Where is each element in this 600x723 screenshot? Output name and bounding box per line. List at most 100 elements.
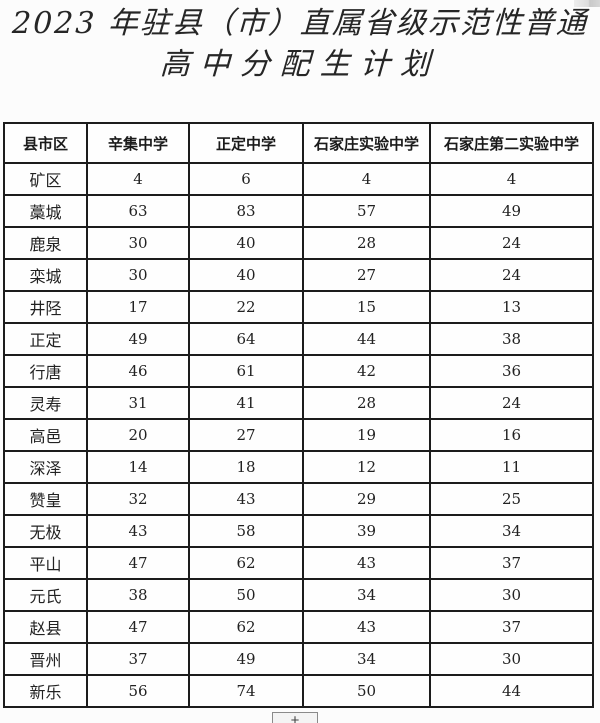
- value-cell: 37: [429, 610, 594, 644]
- district-cell: 藁城: [3, 194, 88, 228]
- allocation-table: 县市区 辛集中学 正定中学 石家庄实验中学 石家庄第二实验中学 矿区 4 6 4 4 藁城 63 83…: [3, 122, 594, 708]
- district-cell: 新乐: [3, 674, 88, 708]
- value-cell: 43: [86, 514, 190, 548]
- table-row: 晋州 37 49 34 30: [3, 642, 594, 676]
- value-cell: 62: [188, 546, 304, 580]
- district-cell: 井陉: [3, 290, 88, 324]
- title-line-1: 2023 年驻县（市）直属省级示范性普通: [11, 6, 589, 41]
- value-cell: 61: [188, 354, 304, 388]
- value-cell: 41: [188, 386, 304, 420]
- value-cell: 74: [188, 674, 304, 708]
- value-cell: 83: [188, 194, 304, 228]
- value-cell: 40: [188, 258, 304, 292]
- district-cell: 深泽: [3, 450, 88, 484]
- table-row: 正定 49 64 44 38: [3, 322, 594, 356]
- value-cell: 17: [86, 290, 190, 324]
- value-cell: 6: [188, 162, 304, 196]
- value-cell: 58: [188, 514, 304, 548]
- value-cell: 14: [86, 450, 190, 484]
- value-cell: 15: [302, 290, 431, 324]
- value-cell: 49: [188, 642, 304, 676]
- table-row: 深泽 14 18 12 11: [3, 450, 594, 484]
- table-row: 赞皇 32 43 29 25: [3, 482, 594, 516]
- value-cell: 38: [429, 322, 594, 356]
- value-cell: 38: [86, 578, 190, 612]
- value-cell: 40: [188, 226, 304, 260]
- table-row: 鹿泉 30 40 28 24: [3, 226, 594, 260]
- district-cell: 行唐: [3, 354, 88, 388]
- district-cell: 栾城: [3, 258, 88, 292]
- value-cell: 50: [188, 578, 304, 612]
- value-cell: 27: [188, 418, 304, 452]
- table-row: 行唐 46 61 42 36: [3, 354, 594, 388]
- value-cell: 47: [86, 610, 190, 644]
- value-cell: 34: [302, 642, 431, 676]
- value-cell: 47: [86, 546, 190, 580]
- value-cell: 20: [86, 418, 190, 452]
- column-header: 辛集中学: [86, 122, 190, 164]
- table-header-row: 县市区 辛集中学 正定中学 石家庄实验中学 石家庄第二实验中学: [3, 122, 594, 164]
- value-cell: 36: [429, 354, 594, 388]
- table-row: 灵寿 31 41 28 24: [3, 386, 594, 420]
- table-body: 矿区 4 6 4 4 藁城 63 83 57 49 鹿泉 30 40 28 24 栾城 30 40 27 24 井陉 17…: [3, 162, 594, 708]
- title-line-2: 高中分配生计划: [159, 47, 441, 82]
- value-cell: 4: [86, 162, 190, 196]
- table-row: 元氏 38 50 34 30: [3, 578, 594, 612]
- value-cell: 30: [86, 258, 190, 292]
- district-cell: 赵县: [3, 610, 88, 644]
- column-header: 正定中学: [188, 122, 304, 164]
- value-cell: 28: [302, 226, 431, 260]
- value-cell: 34: [429, 514, 594, 548]
- value-cell: 39: [302, 514, 431, 548]
- value-cell: 24: [429, 386, 594, 420]
- value-cell: 63: [86, 194, 190, 228]
- value-cell: 34: [302, 578, 431, 612]
- value-cell: 19: [302, 418, 431, 452]
- page-title: 2023 年驻县（市）直属省级示范性普通 高中分配生计划: [0, 2, 600, 84]
- value-cell: 50: [302, 674, 431, 708]
- value-cell: 57: [302, 194, 431, 228]
- district-cell: 无极: [3, 514, 88, 548]
- value-cell: 27: [302, 258, 431, 292]
- value-cell: 25: [429, 482, 594, 516]
- value-cell: 30: [429, 642, 594, 676]
- value-cell: 64: [188, 322, 304, 356]
- table-row: 无极 43 58 39 34: [3, 514, 594, 548]
- district-cell: 元氏: [3, 578, 88, 612]
- column-header: 县市区: [3, 122, 88, 164]
- table-row: 高邑 20 27 19 16: [3, 418, 594, 452]
- value-cell: 31: [86, 386, 190, 420]
- value-cell: 4: [429, 162, 594, 196]
- district-cell: 赞皇: [3, 482, 88, 516]
- value-cell: 11: [429, 450, 594, 484]
- value-cell: 37: [86, 642, 190, 676]
- scrollbar-fragment: [574, 0, 600, 7]
- value-cell: 44: [429, 674, 594, 708]
- district-cell: 灵寿: [3, 386, 88, 420]
- value-cell: 29: [302, 482, 431, 516]
- value-cell: 32: [86, 482, 190, 516]
- district-cell: 晋州: [3, 642, 88, 676]
- value-cell: 16: [429, 418, 594, 452]
- table-row: 井陉 17 22 15 13: [3, 290, 594, 324]
- value-cell: 56: [86, 674, 190, 708]
- table-row: 藁城 63 83 57 49: [3, 194, 594, 228]
- value-cell: 18: [188, 450, 304, 484]
- value-cell: 4: [302, 162, 431, 196]
- value-cell: 44: [302, 322, 431, 356]
- value-cell: 24: [429, 258, 594, 292]
- table-row: 新乐 56 74 50 44: [3, 674, 594, 708]
- value-cell: 30: [86, 226, 190, 260]
- district-cell: 正定: [3, 322, 88, 356]
- value-cell: 62: [188, 610, 304, 644]
- zoom-in-button[interactable]: +: [272, 712, 318, 723]
- table-row: 矿区 4 6 4 4: [3, 162, 594, 196]
- value-cell: 13: [429, 290, 594, 324]
- table-row: 赵县 47 62 43 37: [3, 610, 594, 644]
- district-cell: 鹿泉: [3, 226, 88, 260]
- column-header: 石家庄第二实验中学: [429, 122, 594, 164]
- value-cell: 46: [86, 354, 190, 388]
- value-cell: 12: [302, 450, 431, 484]
- value-cell: 49: [86, 322, 190, 356]
